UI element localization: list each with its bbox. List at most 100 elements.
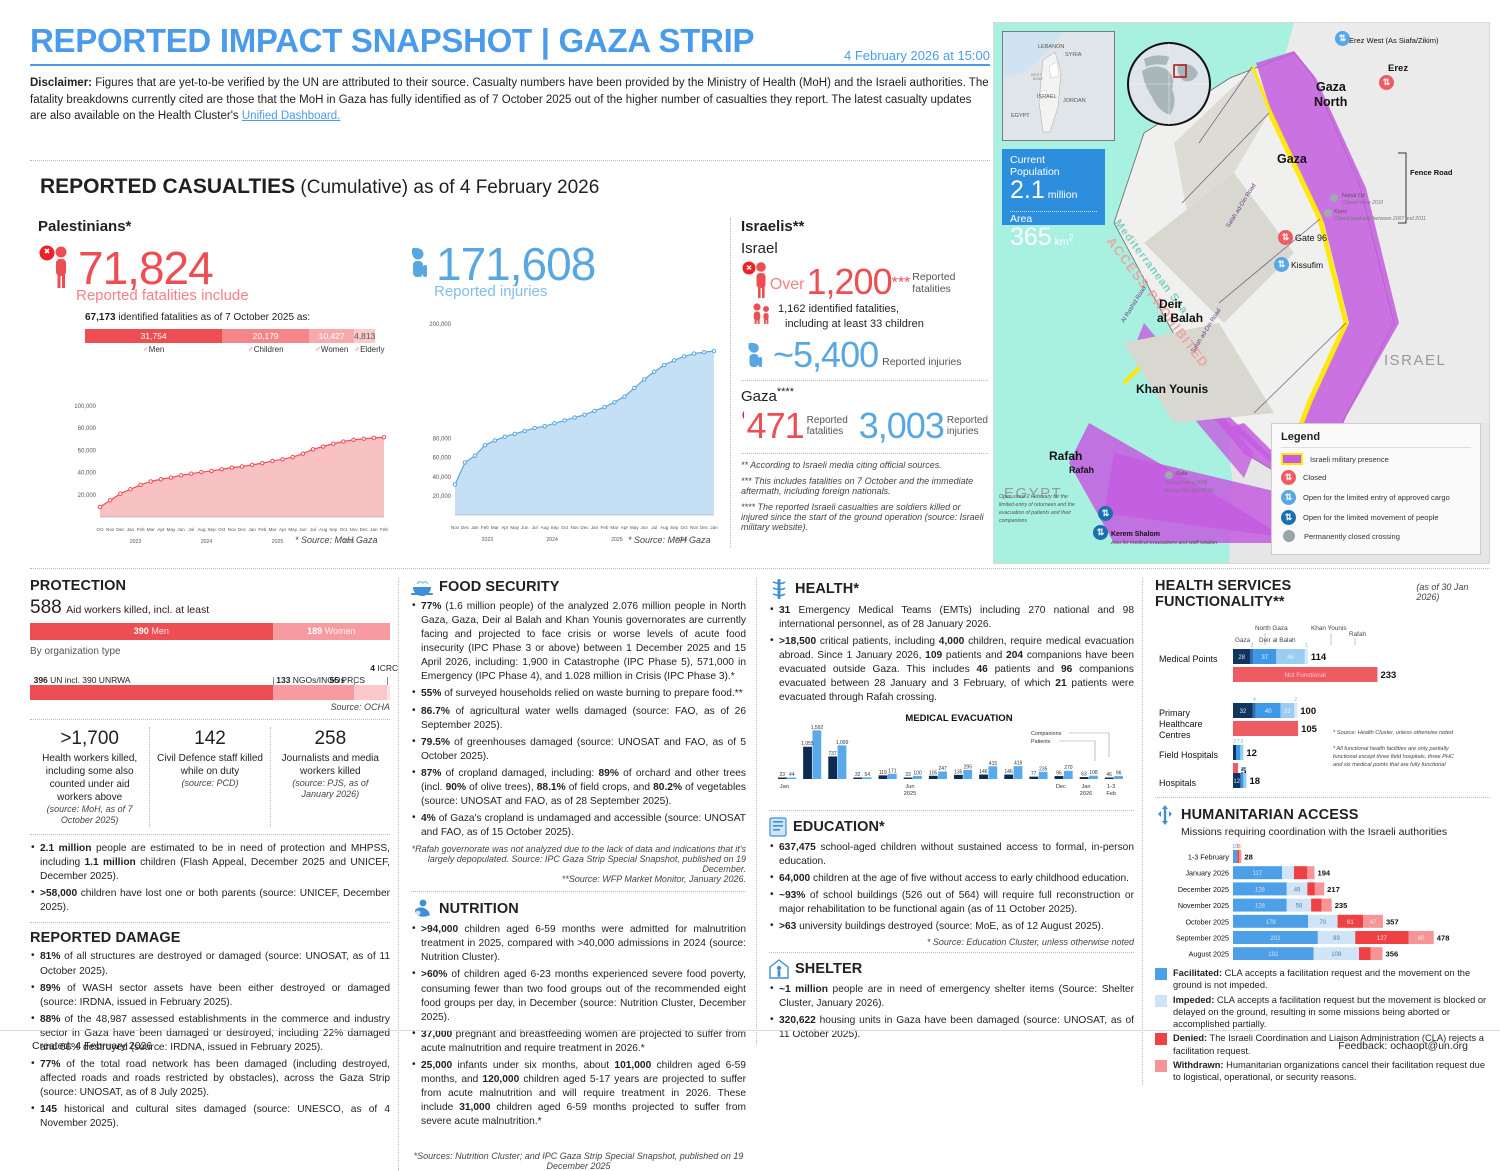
- protection-stat-1: 142 Civil Defence staff killed while on d…: [149, 727, 269, 828]
- area-label: Area: [1010, 213, 1033, 225]
- crossing-marker-erez-west[interactable]: ⇅: [1335, 31, 1350, 46]
- fact-item: 37,000 pregnant and breastfeeding women …: [411, 1027, 746, 1056]
- svg-text:ISRAEL: ISRAEL: [1384, 352, 1446, 369]
- disclaimer: Disclaimer: Figures that are yet-to-be v…: [30, 75, 990, 125]
- svg-text:Nov: Nov: [690, 525, 699, 530]
- protection-stat-2: 258 Journalists and media workers killed(…: [269, 727, 390, 828]
- svg-text:5: 5: [1237, 844, 1240, 850]
- fact-item: 81% of all structures are destroyed or d…: [30, 949, 390, 978]
- svg-text:Feb: Feb: [137, 527, 145, 532]
- svg-text:al Balah: al Balah: [1157, 311, 1203, 325]
- map-legend-label: Open for the limited entry of approved c…: [1303, 493, 1450, 502]
- shelter-home-icon: [769, 959, 789, 979]
- svg-text:146: 146: [979, 769, 988, 775]
- fact-item: 87% of cropland damaged, including: 89% …: [411, 766, 746, 809]
- svg-text:MEDICAL EVACUATION: MEDICAL EVACUATION: [905, 713, 1012, 724]
- food-note-2: **Source: WFP Market Monitor, January 20…: [561, 874, 746, 885]
- svg-text:North Gaza: North Gaza: [1255, 625, 1288, 632]
- access-legend-row: Impeded: CLA accepts a facilitation requ…: [1155, 994, 1490, 1031]
- svg-text:135: 135: [954, 769, 963, 775]
- israel-fatalities-caption: Reported fatalities: [912, 271, 956, 295]
- education-facts: 637,475 school-aged children without sus…: [769, 840, 1134, 934]
- unified-dashboard-link[interactable]: Unified Dashboard.: [241, 110, 341, 123]
- svg-text:limited entry of returnees and: limited entry of returnees and the: [999, 502, 1075, 508]
- crossing-marker-gate96[interactable]: ⇅: [1278, 230, 1293, 245]
- svg-text:Apr: Apr: [621, 525, 629, 530]
- svg-text:January 2026: January 2026: [1185, 869, 1229, 878]
- svg-text:Aug: Aug: [197, 527, 206, 532]
- svg-text:Kerem Shalom: Kerem Shalom: [1111, 531, 1160, 538]
- svg-text:127: 127: [1377, 936, 1388, 942]
- svg-text:* Source: Health Cluster, unle: * Source: Health Cluster, unless otherwi…: [1333, 730, 1454, 736]
- svg-text:1,099: 1,099: [836, 739, 849, 745]
- svg-text:Jul: Jul: [532, 525, 538, 530]
- access-legend-label: Denied:: [1173, 1033, 1208, 1044]
- svg-text:Dec: Dec: [360, 527, 369, 532]
- svg-text:Jun: Jun: [299, 527, 307, 532]
- org-tick: [354, 677, 355, 685]
- svg-text:LEBANON: LEBANON: [1038, 44, 1064, 50]
- crossing-marker-kissufim[interactable]: ⇅: [1274, 257, 1289, 272]
- org-segment-3: [387, 685, 390, 700]
- gaza-casualties-label: Gaza****: [741, 385, 794, 405]
- svg-text:737: 737: [828, 751, 837, 757]
- access-legend-swatch: [1155, 968, 1167, 980]
- gaza-map-panel[interactable]: Mediterranean Sea ACCESS PROHIBITED Gaza…: [993, 22, 1490, 564]
- map-legend-label: Closed: [1303, 473, 1327, 482]
- svg-text:Jun: Jun: [641, 525, 649, 530]
- svg-text:Also for medical evacuations a: Also for medical evacuations and staff r…: [1110, 540, 1217, 546]
- israeli-injury-icon: [748, 342, 763, 367]
- svg-text:108: 108: [1089, 770, 1098, 776]
- svg-text:20,000: 20,000: [433, 494, 452, 500]
- stat-text: Civil Defence staff killed while on duty: [157, 752, 263, 777]
- palestinian-injuries-value: 171,608: [436, 238, 596, 290]
- svg-text:Jan: Jan: [471, 525, 479, 530]
- svg-text:419: 419: [1014, 760, 1023, 766]
- svg-text:Jan: Jan: [780, 784, 789, 790]
- crossing-marker-rafah[interactable]: ⇅: [1098, 506, 1113, 521]
- crossing-icon: ⇅: [1281, 510, 1296, 525]
- svg-text:117: 117: [1253, 871, 1263, 877]
- svg-text:Companions: Companions: [1031, 731, 1062, 737]
- svg-text:SYRIA: SYRIA: [1065, 52, 1082, 58]
- svg-text:128: 128: [1255, 887, 1266, 893]
- gaza-injuries-value: 3,003: [858, 404, 945, 446]
- crossing-marker-kerem-shalom[interactable]: ⇅: [1093, 525, 1108, 540]
- svg-text:Dec: Dec: [116, 527, 125, 532]
- svg-text:Centres: Centres: [1159, 730, 1191, 740]
- gaza-injuries-caption2: injuries: [946, 426, 979, 438]
- israeli-note-4: **** The reported Israeli casualties are…: [741, 501, 984, 532]
- map-legend-row: ⇅ Open for the limited entry of approved …: [1281, 490, 1471, 505]
- svg-text:Gate 96: Gate 96: [1295, 233, 1327, 243]
- svg-text:54: 54: [864, 771, 870, 777]
- svg-text:47: 47: [1370, 920, 1377, 926]
- israeli-note-2: ** According to Israeli media citing off…: [741, 459, 942, 470]
- area-value: 365 km2: [1010, 223, 1074, 251]
- svg-text:12: 12: [1233, 779, 1240, 785]
- gaza-fatalities-caption1: Reported: [806, 414, 848, 426]
- svg-text:Aug: Aug: [319, 527, 328, 532]
- identified-fatalities-block: 67,173 identified fatalities as of 7 Oct…: [85, 312, 385, 354]
- svg-text:108: 108: [1331, 952, 1342, 958]
- svg-text:Primary: Primary: [1159, 708, 1190, 718]
- org-label-3: 4 ICRC: [370, 663, 399, 673]
- org-label-0: 396 UN incl. 390 UNRWA: [33, 675, 131, 685]
- svg-text:Jan: Jan: [370, 527, 378, 532]
- health-facts: 31 Emergency Medical Teams (EMTs) includ…: [769, 603, 1134, 706]
- svg-text:5: 5: [1241, 766, 1247, 777]
- svg-text:Feb: Feb: [380, 527, 388, 532]
- population-area-box: Current Population 2.1 million Area 365 …: [1002, 149, 1105, 250]
- svg-text:Closed gradually between 2007: Closed gradually between 2007 and 2011: [1334, 216, 1426, 222]
- svg-text:Deir: Deir: [1159, 297, 1183, 311]
- map-legend-row: Israeli military presence: [1281, 453, 1471, 465]
- svg-text:EGYPT: EGYPT: [1011, 113, 1030, 119]
- mid-divider: [30, 568, 1490, 569]
- svg-text:September 2025: September 2025: [1176, 934, 1229, 943]
- svg-text:80,000: 80,000: [78, 426, 97, 432]
- crossing-marker-erez[interactable]: ⇅: [1379, 75, 1394, 90]
- svg-text:40: 40: [1265, 709, 1272, 715]
- svg-text:60: 60: [1418, 936, 1425, 942]
- svg-text:Closed since 2010: Closed since 2010: [1342, 200, 1383, 206]
- svg-text:415: 415: [989, 760, 998, 766]
- svg-text:478: 478: [1437, 934, 1450, 943]
